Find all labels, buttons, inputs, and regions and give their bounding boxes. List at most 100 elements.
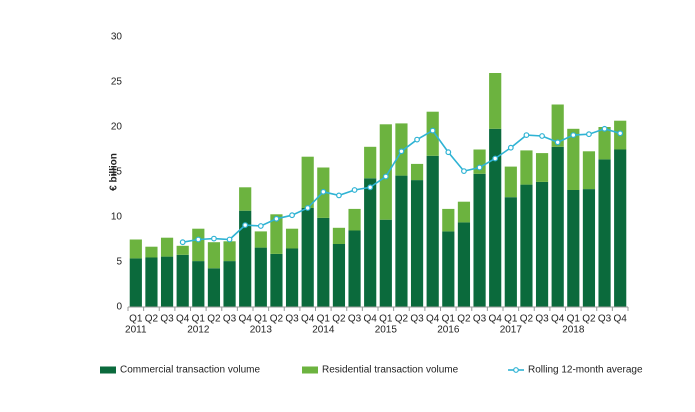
bar (520, 184, 533, 307)
bar (364, 146, 377, 179)
bar (317, 217, 330, 307)
bar (535, 181, 549, 307)
bar (270, 214, 283, 254)
line-marker (195, 236, 202, 243)
x-tick-label: Q1 (192, 314, 206, 325)
line-marker (320, 188, 327, 195)
bar (160, 256, 174, 307)
bar (379, 124, 392, 220)
x-year-label: 2016 (437, 325, 460, 336)
x-tick-label: Q2 (582, 314, 596, 325)
bar (364, 178, 377, 307)
bar (301, 208, 314, 307)
bar (176, 245, 189, 255)
x-tick-label: Q3 (223, 314, 237, 325)
line-marker (304, 205, 311, 211)
bar (176, 254, 189, 307)
line-marker (414, 136, 420, 143)
x-tick-label: Q1 (317, 314, 331, 325)
legend-label: Residential transaction volume (322, 365, 459, 376)
y-tick-label: 10 (111, 212, 123, 223)
x-tick-label: Q4 (614, 314, 628, 325)
bar (239, 210, 252, 307)
bar (285, 248, 299, 307)
y-tick-label: 0 (116, 302, 122, 313)
legend-label: Commercial transaction volume (120, 365, 260, 376)
bar (442, 231, 455, 307)
x-tick-label: Q4 (426, 314, 440, 325)
line-marker (570, 132, 577, 139)
x-tick-label: Q4 (551, 314, 565, 325)
x-tick-label: Q1 (379, 314, 393, 325)
line-marker (273, 215, 280, 222)
bar (489, 128, 502, 307)
bar (395, 175, 408, 307)
bar (598, 127, 611, 160)
line-marker (476, 164, 483, 171)
line-marker (601, 125, 608, 132)
legend-swatch (100, 366, 116, 374)
bar (410, 163, 424, 181)
x-tick-label: Q3 (535, 314, 549, 325)
bar (426, 111, 439, 156)
bar (332, 227, 346, 244)
y-tick-label: 25 (111, 77, 123, 88)
line-marker (507, 144, 514, 151)
bar (332, 244, 346, 307)
x-tick-label: Q2 (332, 314, 346, 325)
bar (504, 197, 517, 307)
x-tick-label: Q4 (239, 314, 253, 325)
bar (504, 166, 517, 198)
bar (270, 253, 283, 307)
line-marker (492, 155, 499, 162)
x-tick-label: Q3 (348, 314, 362, 325)
bar (535, 153, 549, 182)
bar (129, 258, 142, 307)
x-tick-label: Q2 (457, 314, 471, 325)
x-tick-label: Q2 (395, 314, 409, 325)
bar (223, 261, 236, 307)
x-year-label: 2013 (250, 325, 273, 336)
bar (489, 73, 502, 129)
x-year-label: 2014 (312, 325, 335, 336)
line-marker (398, 148, 405, 155)
bar (254, 247, 267, 307)
legend-swatch (302, 366, 318, 374)
line-marker (179, 239, 186, 246)
x-tick-label: Q1 (254, 314, 268, 325)
bar (192, 261, 205, 307)
x-tick-label: Q2 (207, 314, 221, 325)
x-tick-label: Q2 (520, 314, 534, 325)
x-tick-label: Q3 (160, 314, 174, 325)
line-marker (554, 139, 561, 146)
y-tick-label: 15 (111, 167, 123, 178)
bar (348, 208, 361, 231)
bar (551, 104, 564, 147)
x-tick-label: Q3 (410, 314, 424, 325)
x-tick-label: Q2 (145, 314, 159, 325)
line-marker (617, 130, 624, 137)
line-marker (351, 187, 358, 193)
legend-label: Rolling 12-month average (528, 365, 643, 376)
x-tick-label: Q3 (285, 314, 299, 325)
bar (207, 242, 221, 269)
bar (457, 201, 471, 223)
bar (379, 219, 392, 307)
line-marker (539, 133, 545, 139)
x-tick-label: Q2 (270, 314, 284, 325)
bar (129, 239, 142, 259)
bar (567, 190, 580, 307)
bar (598, 159, 611, 307)
line-marker (242, 222, 249, 229)
bar (348, 230, 361, 307)
line-marker (586, 131, 592, 138)
line-marker (523, 132, 530, 139)
x-year-label: 2012 (187, 325, 210, 336)
x-tick-label: Q1 (567, 314, 581, 325)
bar (145, 246, 158, 258)
bar (567, 128, 580, 190)
bar (145, 257, 158, 307)
line-marker (461, 168, 467, 175)
legend-marker (513, 367, 519, 373)
x-year-label: 2017 (500, 325, 523, 336)
